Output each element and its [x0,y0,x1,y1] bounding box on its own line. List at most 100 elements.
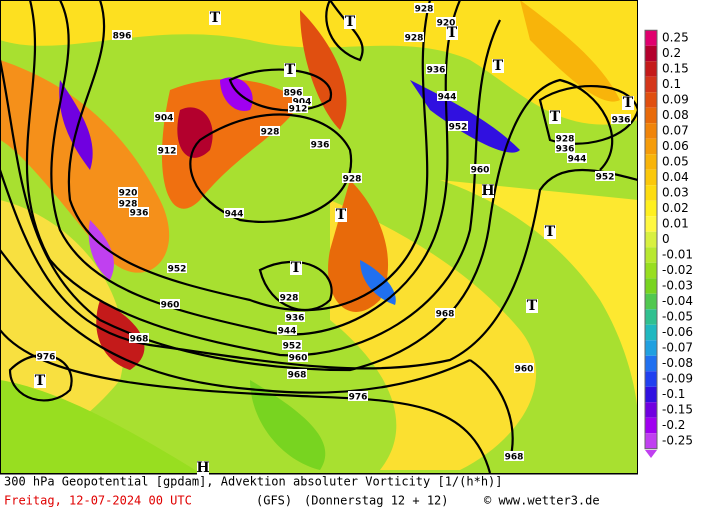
colorbar-swatch [645,154,657,170]
contour-label: 928 [405,34,424,44]
colorbar-frame [644,29,658,450]
contour-label-bg [555,143,575,153]
contour-label: 952 [596,173,615,183]
colorbar-swatch [645,293,657,310]
colorbar-swatch [645,340,657,356]
contour-label-bg [288,352,308,362]
colorbar-label: -0.2 [662,418,685,432]
colorbar-label: 0.02 [662,201,689,215]
colorbar-label: 0.05 [662,155,689,169]
contour-label-bg [277,325,297,335]
contour-label: 928 [556,135,575,145]
contour-label: 960 [161,301,180,311]
contour-label-bg [118,198,138,208]
colorbar-label: -0.07 [662,341,693,355]
colorbar-swatch [645,45,657,62]
pressure-center: T [493,58,504,74]
colorbar-label: 0 [662,232,670,246]
pressure-center: H [196,460,209,476]
contour-label-bg [260,126,280,136]
colorbar-swatch [645,309,657,325]
colorbar-label: 0.06 [662,139,689,153]
pressure-center: T [291,260,302,276]
pressure-center: T [550,109,561,125]
colorbar-label: -0.09 [662,372,693,386]
contour-label: 952 [168,265,187,275]
contour-label: 952 [449,123,468,133]
pressure-center: T [210,10,221,26]
contour-label: 952 [283,342,302,352]
contour-label-bg [167,263,187,273]
pressure-center: T [285,62,296,78]
contour-label: 936 [130,209,149,219]
contour-label-bg [437,91,457,101]
contour-label-bg [283,87,303,97]
contour-label-bg [404,32,424,42]
colorbar-label: -0.03 [662,279,693,293]
contour-label: 968 [436,310,455,320]
contour-label: 968 [505,453,524,463]
contour-label-bg [129,333,149,343]
colorbar-label: -0.05 [662,310,693,324]
contour-label: 968 [288,371,307,381]
contour-label: 960 [515,365,534,375]
contour-label: 896 [113,32,132,42]
colorbar-swatch [645,185,657,201]
map-frame [0,0,638,474]
contour-label: 960 [289,354,308,364]
colorbar-swatch [645,433,657,449]
colorbar-swatch [645,76,657,93]
contour-label-bg [157,145,177,155]
center-bg [446,26,458,40]
colorbar-label: -0.06 [662,325,693,339]
pressure-center: T [336,207,347,223]
contour-label-bg [555,133,575,143]
colorbar-swatch [645,138,657,155]
contour-label: 896 [284,89,303,99]
contour-label-bg [285,312,305,322]
contour-label-bg [160,299,180,309]
contour-label-bg [435,308,455,318]
contours [0,0,638,473]
center-bg [622,96,634,110]
contour-label-bg [426,64,446,74]
contour-label-bg [287,369,307,379]
colorbar-swatch [645,61,657,77]
pressure-center: T [545,224,556,240]
center-bg [335,208,347,222]
colorbar-label: 0.2 [662,46,681,60]
center-bg [197,461,209,475]
contour-label: 936 [311,141,330,151]
contour-label-bg [514,363,534,373]
colorbar-swatch [645,402,657,418]
contour-label-bg [224,208,244,218]
contour-label: 920 [437,19,456,29]
contour-label-bg [112,30,132,40]
contour-label: 968 [130,335,149,345]
contour-label: 944 [225,210,244,220]
contour-label-bg [436,17,456,27]
contour-label: 976 [37,353,56,363]
contour-label: 944 [568,155,587,165]
colorbar-label: 0.25 [662,31,689,45]
colorbar-label: 0.04 [662,170,689,184]
colorbar-swatch [645,324,657,341]
colorbar-label: -0.01 [662,248,693,262]
center-bg [492,59,504,73]
colorbar-label: -0.1 [662,387,685,401]
colorbar-label: -0.02 [662,263,693,277]
colorbar-swatch [645,417,657,434]
contour-label-bg [36,351,56,361]
model: (GFS) [256,494,292,508]
contour-label-bg [567,153,587,163]
title: 300 hPa Geopotential [gpdam], Advektion … [4,475,503,489]
contour-label-bg [348,391,368,401]
colorbar-swatch [645,262,657,279]
colorbar-arrow [645,450,657,458]
center-bg [544,225,556,239]
credit: © www.wetter3.de [484,494,600,508]
date: Freitag, 12-07-2024 00 UTC [4,494,192,508]
colorbar-label: 0.09 [662,93,689,107]
colorbar-label: 0.03 [662,186,689,200]
colorbar-label: 0.08 [662,108,689,122]
